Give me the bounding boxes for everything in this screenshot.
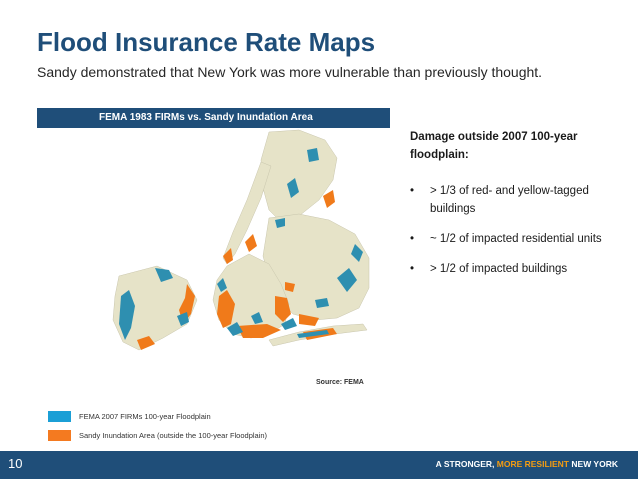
flood-map [37, 128, 390, 391]
legend-swatch-fema [48, 411, 71, 422]
map-source: Source: FEMA [316, 379, 364, 386]
damage-bullet: • > 1/2 of impacted buildings [410, 260, 610, 278]
slide-title: Flood Insurance Rate Maps [37, 27, 376, 57]
footer-tagline: A STRONGER, MORE RESILIENT NEW YORK [436, 459, 618, 469]
damage-panel: Damage outside 2007 100-year floodplain:… [410, 128, 610, 290]
bullet-text: > 1/3 of red- and yellow-tagged building… [430, 185, 589, 215]
staten-island-landmass [112, 265, 198, 351]
tagline-prefix: A STRONGER, [435, 459, 495, 469]
damage-bullet: • > 1/3 of red- and yellow-tagged buildi… [410, 182, 610, 218]
sandy-inundation-layer [137, 190, 337, 350]
slide-subtitle: Sandy demonstrated that New York was mor… [37, 64, 543, 80]
bullet-text: ~ 1/2 of impacted residential units [430, 233, 602, 245]
legend-label-fema: FEMA 2007 FIRMs 100-year Floodplain [79, 412, 211, 421]
tagline-suffix: NEW YORK [571, 459, 618, 469]
bronx-landmass [260, 129, 338, 223]
nyc-flood-map-graphic [112, 129, 370, 351]
bullet-marker: • [410, 233, 415, 245]
legend-swatch-sandy [48, 430, 71, 441]
damage-bullet-list: • > 1/3 of red- and yellow-tagged buildi… [410, 182, 610, 278]
bullet-marker: • [410, 185, 415, 197]
damage-bullet: • ~ 1/2 of impacted residential units [410, 230, 610, 248]
legend-label-sandy: Sandy Inundation Area (outside the 100-y… [79, 431, 268, 440]
map-header: FEMA 1983 FIRMs vs. Sandy Inundation Are… [37, 108, 390, 128]
damage-title: Damage outside 2007 100-year floodplain: [410, 131, 578, 161]
legend-item-fema: FEMA 2007 FIRMs 100-year Floodplain [48, 410, 211, 423]
page-number: 10 [8, 456, 23, 471]
tagline-accent: MORE RESILIENT [496, 459, 570, 469]
fema-floodplain-layer [119, 148, 363, 340]
bullet-marker: • [410, 263, 415, 275]
manhattan-landmass [222, 161, 272, 265]
footer-bar: 10 A STRONGER, MORE RESILIENT NEW YORK [0, 451, 638, 479]
bullet-text: > 1/2 of impacted buildings [430, 263, 568, 275]
legend-item-sandy: Sandy Inundation Area (outside the 100-y… [48, 429, 267, 442]
